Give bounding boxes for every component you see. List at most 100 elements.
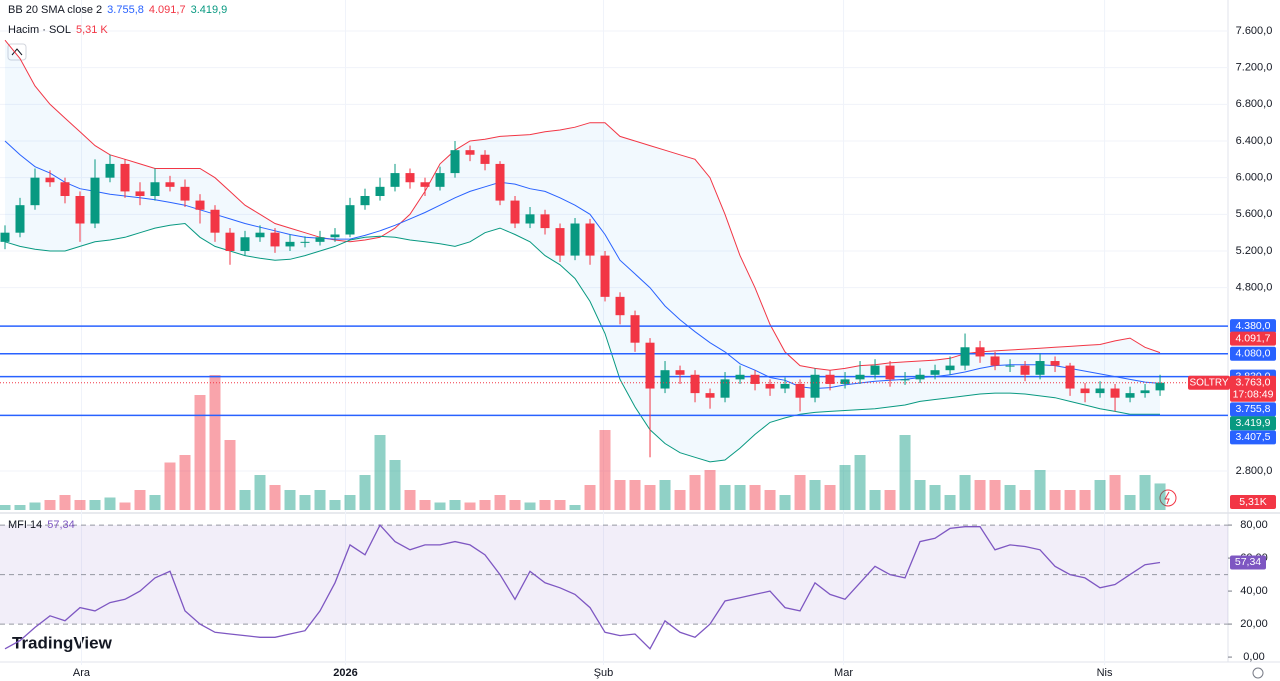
candle-body (840, 379, 850, 384)
candle-body (180, 186, 190, 201)
candle-body (1035, 361, 1045, 375)
candle-body (465, 150, 475, 155)
candle-body (405, 173, 415, 183)
y-tick-label: 6.400,0 (1236, 135, 1273, 147)
candle-body (165, 182, 175, 187)
settings-icon[interactable] (1252, 667, 1264, 679)
candle-body (825, 374, 835, 384)
volume-bar (284, 490, 296, 510)
level-tag: 3.407,5 (1235, 431, 1270, 443)
volume-bar (1094, 480, 1106, 510)
x-tick-label: Şub (594, 667, 614, 679)
volume-bar (839, 465, 851, 510)
candle-body (105, 163, 115, 178)
volume-bar (569, 505, 581, 510)
volume-bar (254, 475, 266, 510)
candle-body (915, 374, 925, 380)
volume-bar (1079, 490, 1091, 510)
volume-bar (1004, 485, 1016, 510)
candle-body (345, 205, 355, 235)
volume-bar (494, 495, 506, 510)
mfi-tag: 57,34 (1235, 556, 1261, 568)
candle-body (1020, 365, 1030, 375)
volume-bar (1124, 495, 1136, 510)
candle-body (720, 379, 730, 398)
bb-upper-value: 4.091,7 (148, 4, 186, 16)
mfi-tag-bg (1230, 555, 1266, 570)
volume-bar (419, 500, 431, 510)
volume-bar (374, 435, 386, 510)
candle-body (540, 214, 550, 229)
collapse-button[interactable] (7, 43, 27, 61)
volume-bar (989, 480, 1001, 510)
candle-body (315, 237, 325, 242)
candle-body (120, 163, 130, 192)
candle-body (510, 200, 520, 224)
candle-body (660, 370, 670, 389)
volume-bar (944, 495, 956, 510)
candle-body (1125, 393, 1135, 398)
symbol-tag-bg (1188, 375, 1230, 390)
candle-body (675, 370, 685, 375)
candle-body (585, 223, 595, 256)
volume-bar (779, 495, 791, 510)
volume-bar (1154, 483, 1166, 510)
volume-bar (959, 475, 971, 510)
candle-body (45, 177, 55, 183)
volume-bar (119, 502, 131, 510)
candle-body (1095, 388, 1105, 394)
candle-body (195, 200, 205, 210)
x-tick-label: Ara (73, 667, 91, 679)
volume-bar (89, 500, 101, 510)
candle-body (600, 255, 610, 297)
volume-bar (794, 475, 806, 510)
volume-tag-bg (1230, 495, 1276, 509)
volume-tag: 5,31K (1239, 496, 1266, 508)
volume-bar (464, 502, 476, 510)
volume-bar (389, 460, 401, 510)
symbol-tag: SOLTRY (1189, 377, 1228, 388)
candle-body (30, 177, 40, 206)
volume-bar (554, 500, 566, 510)
candle-body (300, 241, 310, 243)
volume-bar (509, 500, 521, 510)
candle-body (420, 182, 430, 187)
mfi-line (4, 523, 1161, 650)
volume-bar (869, 490, 881, 510)
mfi-value: 57,34 (47, 519, 75, 531)
candle-body (285, 241, 295, 247)
candle-body (765, 383, 775, 389)
y-tick-label: 7.600,0 (1236, 25, 1273, 37)
alert-icon[interactable] (1159, 489, 1177, 507)
volume-bar (749, 485, 761, 510)
candle-body (975, 347, 985, 357)
volume-bar (359, 475, 371, 510)
candle-body (750, 374, 760, 384)
bb-legend: BB 20 SMA close 2 3.755,8 4.091,7 3.419,9 (8, 4, 232, 16)
y-tick-label: 6.800,0 (1236, 98, 1273, 110)
countdown: 17:08:49 (1233, 389, 1274, 401)
candle-body (555, 228, 565, 256)
y-tick-label: 6.000,0 (1236, 172, 1273, 184)
candle-body (690, 374, 700, 394)
volume-bar (659, 480, 671, 510)
volume-bar (104, 497, 116, 510)
bb-upper-tag-bg (1230, 331, 1276, 346)
volume-bar (734, 485, 746, 510)
candle-body (855, 374, 865, 380)
mfi-title: MFI 14 (8, 519, 43, 531)
alert-bolt (1164, 491, 1170, 505)
candle-body (15, 205, 25, 233)
mfi-tick-label: 80,00 (1240, 519, 1268, 531)
volume-bar (449, 500, 461, 510)
candle-body (75, 196, 85, 224)
candle-body (450, 150, 460, 174)
volume-bar (704, 470, 716, 510)
candle-body (705, 393, 715, 398)
candle-body (90, 177, 100, 224)
candle-body (375, 186, 385, 197)
mfi-tick-label: 40,00 (1240, 585, 1268, 597)
mfi-tick-label: 20,00 (1240, 618, 1268, 630)
volume-bar (1049, 490, 1061, 510)
